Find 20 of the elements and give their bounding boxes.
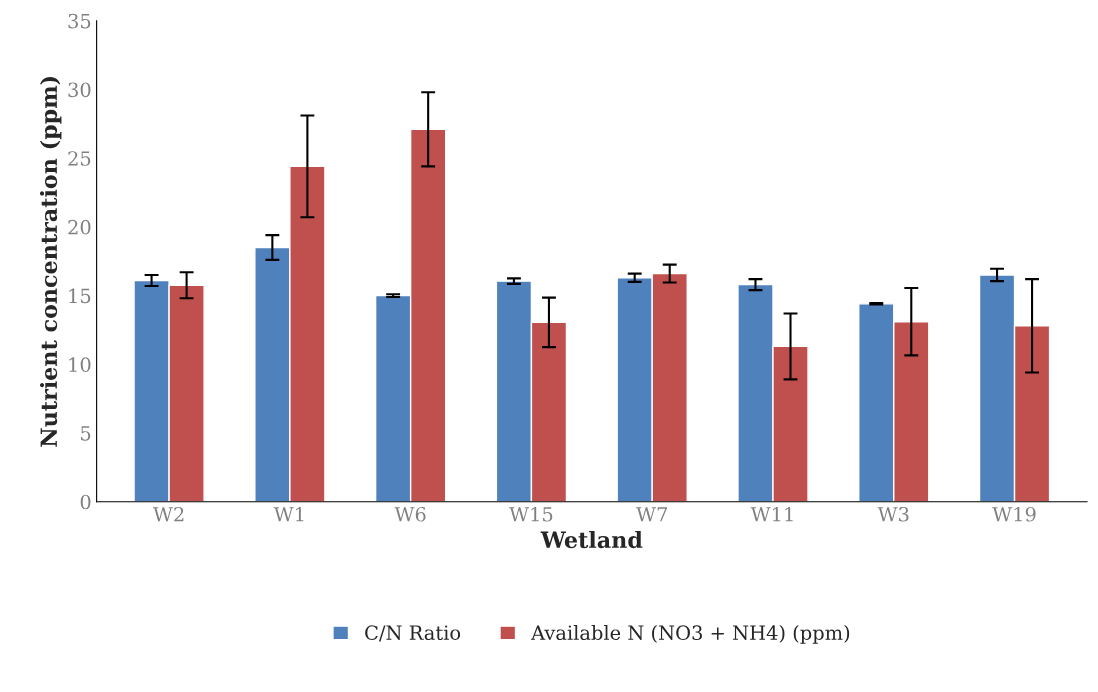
x-tick-label: W3 (877, 506, 909, 522)
x-tick-label: W19 (992, 506, 1036, 522)
y-tick-label: 15 (69, 288, 91, 304)
y-tick-label: 30 (68, 82, 91, 98)
y-axis-title: Nutrient concentration (ppm) (39, 76, 62, 447)
y-tick-label: 25 (68, 151, 91, 166)
y-tick-label: 35 (68, 13, 91, 29)
legend-label: Available N (NO3 + NH4) (ppm) (530, 625, 850, 644)
y-tick-label: 10 (69, 357, 91, 372)
x-tick-label: W2 (153, 506, 184, 522)
x-tick-label: W15 (509, 506, 553, 522)
x-tick-label: W11 (750, 506, 793, 522)
x-tick-label: W1 (273, 506, 304, 522)
y-tick-label: 0 (80, 494, 91, 510)
y-tick-label: 20 (68, 219, 91, 235)
x-tick-label: W6 (394, 506, 426, 522)
x-tick-label: W7 (636, 507, 667, 522)
x-axis-title: Wetland (540, 530, 643, 549)
legend-label: C/N Ratio (365, 625, 461, 642)
y-tick-label: 5 (81, 426, 91, 441)
